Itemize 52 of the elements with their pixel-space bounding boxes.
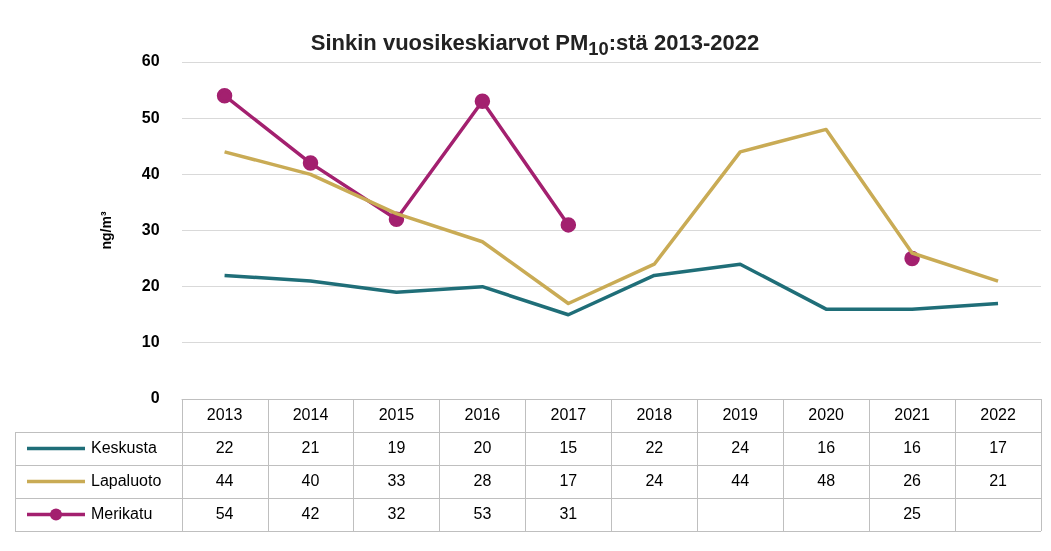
y-tick-label: 30 <box>141 220 160 238</box>
point <box>560 217 577 233</box>
y-tick-label: 60 <box>141 52 160 70</box>
data-label: 53 <box>473 504 492 522</box>
data-label: 28 <box>473 471 492 489</box>
x-tick-label: 2022 <box>980 405 1016 423</box>
data-label: 24 <box>731 438 750 456</box>
data-label: 19 <box>387 438 406 456</box>
data-label: 20 <box>473 438 492 456</box>
data-label: 22 <box>645 438 664 456</box>
data-label: 16 <box>817 438 836 456</box>
point <box>216 87 233 104</box>
y-tick-label: 0 <box>150 389 160 407</box>
legend-label: Merikatu <box>91 504 153 522</box>
legend-label: Lapaluoto <box>91 471 162 489</box>
data-label: 32 <box>387 504 406 522</box>
point <box>302 155 319 171</box>
data-label: 40 <box>301 471 320 489</box>
x-tick-label: 2021 <box>894 405 930 423</box>
data-label: 22 <box>215 438 234 456</box>
x-tick-label: 2020 <box>808 405 845 423</box>
x-tick-label: 2017 <box>550 405 587 423</box>
data-label: 44 <box>215 471 234 489</box>
data-label: 31 <box>559 504 578 522</box>
data-label: 54 <box>215 504 234 522</box>
data-label: 33 <box>387 471 406 489</box>
y-tick-label: 50 <box>141 108 160 126</box>
data-label: 21 <box>301 438 320 456</box>
data-label: 17 <box>989 438 1008 456</box>
x-tick-label: 2014 <box>292 405 329 423</box>
x-tick-label: 2016 <box>464 405 501 423</box>
data-label: 24 <box>645 471 664 489</box>
data-label: 17 <box>559 471 578 489</box>
point <box>474 93 491 110</box>
y-tick-label: 10 <box>141 333 160 351</box>
data-label: 48 <box>817 471 836 489</box>
x-tick-label: 2018 <box>636 405 673 423</box>
data-label: 25 <box>903 504 922 522</box>
y-tick-label: 40 <box>141 164 160 182</box>
data-label: 15 <box>559 438 578 456</box>
data-label: 21 <box>989 471 1008 489</box>
y-tick-label: 20 <box>141 277 160 295</box>
data-label: 42 <box>301 504 320 522</box>
legend-label: Keskusta <box>91 438 157 456</box>
x-tick-label: 2019 <box>722 405 759 423</box>
chart-title: Sinkin vuosikeskiarvot PM$_{10}$:stä 2013-2022 <box>310 30 760 60</box>
x-tick-label: 2013 <box>206 405 243 423</box>
x-tick-label: 2015 <box>378 405 415 423</box>
data-label: 16 <box>903 438 922 456</box>
data-label: 26 <box>903 471 922 489</box>
data-label: 44 <box>731 471 750 489</box>
y-axis-title: ng/m³ <box>98 211 115 250</box>
